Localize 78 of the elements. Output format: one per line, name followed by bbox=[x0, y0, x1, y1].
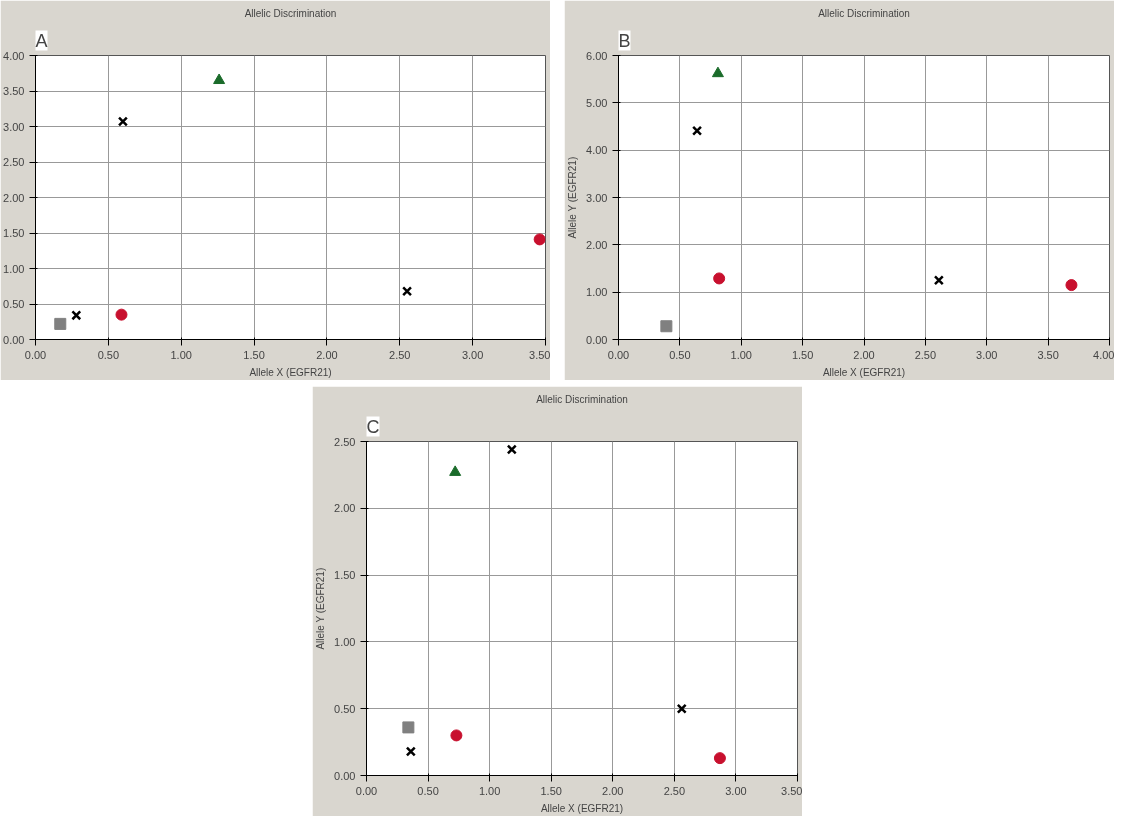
x-tick-label: 1.50 bbox=[540, 784, 562, 797]
y-tick-label: 3.50 bbox=[3, 85, 25, 97]
point bbox=[117, 116, 129, 127]
y-tick-label: 0.50 bbox=[334, 702, 356, 715]
point bbox=[713, 272, 726, 285]
point bbox=[402, 721, 415, 734]
x-tick-label: 3.00 bbox=[976, 348, 998, 361]
point bbox=[401, 286, 413, 297]
x-tick-label: 0.50 bbox=[97, 348, 120, 361]
point bbox=[213, 73, 226, 85]
y-tick-label: 2.00 bbox=[3, 191, 25, 204]
x-tick-label: 2.50 bbox=[389, 348, 411, 361]
y-tick-label: 4.00 bbox=[586, 144, 608, 157]
x-tick-label: 3.50 bbox=[781, 784, 803, 797]
x-axis-title: Allele X (EGFR21) bbox=[540, 802, 624, 814]
y-tick-label: 0.00 bbox=[334, 769, 356, 782]
x-tick-label: 2.00 bbox=[853, 348, 875, 361]
y-tick-label: 3.00 bbox=[586, 191, 608, 204]
y-tick-label: 0.00 bbox=[3, 333, 25, 346]
point bbox=[711, 66, 724, 78]
point bbox=[54, 317, 67, 330]
point bbox=[115, 308, 128, 321]
point bbox=[691, 125, 703, 136]
point bbox=[71, 310, 82, 321]
point bbox=[660, 320, 673, 333]
x-tick-label: 1.00 bbox=[478, 784, 501, 797]
y-tick-label: 1.50 bbox=[3, 227, 25, 239]
point bbox=[676, 703, 687, 714]
x-axis-title: Allele X (EGFR21) bbox=[249, 366, 332, 378]
point bbox=[449, 465, 462, 476]
y-tick-label: 0.50 bbox=[3, 298, 25, 310]
point bbox=[450, 729, 463, 742]
x-tick-label: 1.00 bbox=[170, 348, 192, 361]
x-tick-label: 2.50 bbox=[663, 784, 686, 797]
point bbox=[933, 275, 945, 286]
x-tick-label: 1.00 bbox=[730, 348, 752, 361]
x-tick-label: 1.50 bbox=[243, 348, 265, 361]
chart-title: C bbox=[366, 416, 380, 437]
chart-subtitle: Allelic Discrimination bbox=[536, 393, 628, 405]
chart-subtitle: Allelic Discrimination bbox=[818, 7, 910, 19]
y-tick-label: 3.00 bbox=[3, 120, 25, 133]
y-axis-title: Allele Y (EGFR21) bbox=[567, 156, 579, 239]
y-tick-label: 5.00 bbox=[586, 96, 608, 109]
y-tick-label: 6.00 bbox=[586, 49, 608, 62]
y-axis-title: Allele Y (EGFR21) bbox=[315, 567, 327, 650]
y-tick-label: 2.50 bbox=[334, 435, 356, 448]
y-tick-label: 0.00 bbox=[586, 333, 608, 346]
x-tick-label: 0.50 bbox=[669, 348, 691, 361]
y-tick-label: 2.50 bbox=[3, 156, 25, 168]
x-tick-label: 0.50 bbox=[417, 784, 439, 797]
x-tick-label: 0.00 bbox=[24, 348, 47, 361]
x-tick-label: 2.00 bbox=[316, 348, 338, 361]
x-tick-label: 3.50 bbox=[1037, 348, 1059, 361]
point bbox=[533, 233, 546, 246]
y-tick-label: 2.00 bbox=[334, 502, 356, 515]
x-tick-label: 1.50 bbox=[791, 348, 814, 361]
y-tick-label: 4.00 bbox=[3, 49, 25, 62]
point bbox=[506, 444, 517, 455]
point bbox=[713, 752, 726, 765]
point bbox=[405, 746, 416, 757]
y-tick-label: 1.00 bbox=[334, 635, 356, 648]
x-tick-label: 4.00 bbox=[1093, 348, 1115, 361]
x-tick-label: 0.00 bbox=[607, 348, 630, 361]
x-tick-label: 2.50 bbox=[914, 348, 937, 361]
x-axis-title: Allele X (EGFR21) bbox=[822, 366, 906, 378]
chart-title: B bbox=[618, 30, 631, 51]
x-tick-label: 3.00 bbox=[725, 784, 747, 797]
x-tick-label: 2.00 bbox=[602, 784, 624, 797]
point bbox=[1065, 279, 1078, 292]
x-tick-label: 3.50 bbox=[529, 348, 551, 361]
y-tick-label: 1.00 bbox=[586, 286, 608, 299]
x-tick-label: 0.00 bbox=[355, 784, 378, 797]
y-tick-label: 2.00 bbox=[586, 238, 608, 251]
x-tick-label: 3.00 bbox=[461, 348, 484, 361]
chart-title: A bbox=[35, 30, 48, 51]
chart-subtitle: Allelic Discrimination bbox=[244, 7, 337, 19]
y-tick-label: 1.50 bbox=[334, 569, 356, 582]
y-tick-label: 1.00 bbox=[3, 262, 25, 275]
